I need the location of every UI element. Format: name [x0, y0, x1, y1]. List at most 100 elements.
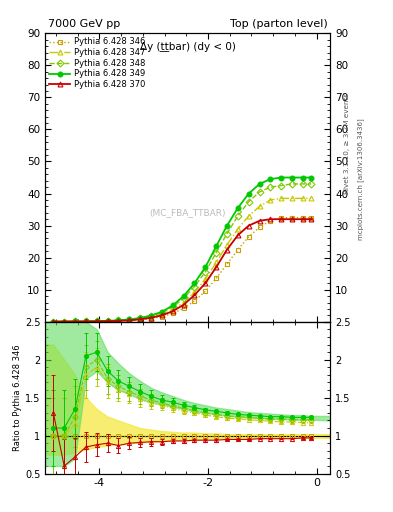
Pythia 6.428 349	[279, 175, 284, 181]
Pythia 6.428 370	[203, 280, 208, 286]
Pythia 6.428 370	[116, 318, 121, 324]
Pythia 6.428 348	[94, 318, 99, 324]
Pythia 6.428 370	[105, 318, 110, 324]
Pythia 6.428 347	[225, 242, 230, 248]
Pythia 6.428 348	[84, 318, 88, 325]
Pythia 6.428 346	[171, 310, 175, 316]
Pythia 6.428 346	[309, 215, 314, 221]
Pythia 6.428 370	[51, 318, 56, 325]
Pythia 6.428 346	[290, 215, 294, 221]
Pythia 6.428 348	[246, 199, 251, 205]
Pythia 6.428 347	[84, 318, 88, 325]
Pythia 6.428 348	[149, 313, 153, 319]
Pythia 6.428 370	[225, 247, 230, 253]
Pythia 6.428 370	[138, 316, 143, 323]
Pythia 6.428 370	[214, 264, 219, 270]
Pythia 6.428 346	[235, 247, 240, 253]
Pythia 6.428 349	[105, 318, 110, 324]
Pythia 6.428 346	[105, 318, 110, 324]
Pythia 6.428 349	[309, 175, 314, 181]
Pythia 6.428 348	[290, 181, 294, 187]
Pythia 6.428 346	[138, 317, 143, 323]
Legend: Pythia 6.428 346, Pythia 6.428 347, Pythia 6.428 348, Pythia 6.428 349, Pythia 6: Pythia 6.428 346, Pythia 6.428 347, Pyth…	[48, 36, 147, 91]
Pythia 6.428 370	[127, 317, 132, 324]
Pythia 6.428 348	[214, 250, 219, 256]
Pythia 6.428 349	[214, 243, 219, 249]
Text: mcplots.cern.ch [arXiv:1306.3436]: mcplots.cern.ch [arXiv:1306.3436]	[358, 118, 364, 240]
Text: (MC_FBA_TTBAR): (MC_FBA_TTBAR)	[149, 208, 226, 217]
Pythia 6.428 347	[235, 226, 240, 232]
Text: Top (parton level): Top (parton level)	[230, 19, 327, 29]
Pythia 6.428 349	[73, 318, 77, 325]
Pythia 6.428 348	[268, 184, 273, 190]
Pythia 6.428 349	[225, 223, 230, 229]
Text: 7000 GeV pp: 7000 GeV pp	[48, 19, 120, 29]
Pythia 6.428 348	[301, 181, 305, 187]
Pythia 6.428 347	[181, 300, 186, 306]
Pythia 6.428 349	[171, 303, 175, 309]
Pythia 6.428 349	[84, 318, 88, 325]
Pythia 6.428 348	[257, 189, 262, 195]
Pythia 6.428 346	[279, 215, 284, 221]
Pythia 6.428 370	[84, 318, 88, 325]
Pythia 6.428 346	[127, 317, 132, 324]
Pythia 6.428 346	[160, 313, 164, 319]
Pythia 6.428 349	[301, 175, 305, 181]
Pythia 6.428 349	[138, 315, 143, 321]
Pythia 6.428 346	[214, 275, 219, 282]
Pythia 6.428 370	[268, 216, 273, 222]
Pythia 6.428 347	[290, 195, 294, 201]
Line: Pythia 6.428 346: Pythia 6.428 346	[51, 215, 314, 324]
Pythia 6.428 346	[257, 224, 262, 230]
Pythia 6.428 349	[203, 264, 208, 270]
Pythia 6.428 370	[309, 216, 314, 222]
Pythia 6.428 370	[290, 216, 294, 222]
Pythia 6.428 348	[116, 317, 121, 324]
Pythia 6.428 349	[290, 175, 294, 181]
Pythia 6.428 348	[225, 230, 230, 237]
Pythia 6.428 347	[116, 317, 121, 324]
Pythia 6.428 348	[160, 310, 164, 316]
Pythia 6.428 348	[73, 318, 77, 325]
Pythia 6.428 346	[84, 318, 88, 325]
Pythia 6.428 346	[73, 318, 77, 325]
Pythia 6.428 348	[203, 269, 208, 275]
Pythia 6.428 347	[127, 317, 132, 323]
Pythia 6.428 370	[279, 216, 284, 222]
Pythia 6.428 346	[149, 315, 153, 322]
Pythia 6.428 348	[171, 304, 175, 310]
Line: Pythia 6.428 349: Pythia 6.428 349	[51, 175, 314, 324]
Pythia 6.428 348	[127, 316, 132, 323]
Line: Pythia 6.428 370: Pythia 6.428 370	[51, 217, 314, 324]
Pythia 6.428 346	[301, 215, 305, 221]
Pythia 6.428 347	[138, 316, 143, 322]
Pythia 6.428 347	[62, 318, 66, 325]
Pythia 6.428 347	[73, 318, 77, 325]
Pythia 6.428 348	[181, 295, 186, 302]
Y-axis label: Ratio to Pythia 6.428 346: Ratio to Pythia 6.428 346	[13, 345, 22, 451]
Pythia 6.428 370	[301, 216, 305, 222]
Pythia 6.428 347	[171, 307, 175, 313]
Pythia 6.428 370	[192, 292, 197, 298]
Text: Rivet 3.1.10, ≥ 3.2M events: Rivet 3.1.10, ≥ 3.2M events	[344, 93, 350, 194]
Pythia 6.428 348	[192, 284, 197, 290]
Pythia 6.428 347	[94, 318, 99, 325]
Text: Δy (t͟tbar) (dy < 0): Δy (t͟tbar) (dy < 0)	[140, 42, 235, 52]
Pythia 6.428 348	[235, 213, 240, 219]
Pythia 6.428 349	[235, 205, 240, 211]
Pythia 6.428 349	[257, 181, 262, 187]
Pythia 6.428 349	[51, 318, 56, 325]
Pythia 6.428 347	[203, 276, 208, 283]
Pythia 6.428 346	[181, 305, 186, 311]
Pythia 6.428 348	[105, 318, 110, 324]
Pythia 6.428 349	[246, 190, 251, 197]
Pythia 6.428 346	[246, 234, 251, 240]
Pythia 6.428 346	[116, 318, 121, 324]
Pythia 6.428 347	[192, 289, 197, 295]
Pythia 6.428 348	[51, 318, 56, 325]
Line: Pythia 6.428 348: Pythia 6.428 348	[51, 181, 314, 324]
Pythia 6.428 370	[73, 318, 77, 325]
Pythia 6.428 347	[279, 195, 284, 201]
Pythia 6.428 370	[246, 223, 251, 229]
Pythia 6.428 346	[203, 288, 208, 294]
